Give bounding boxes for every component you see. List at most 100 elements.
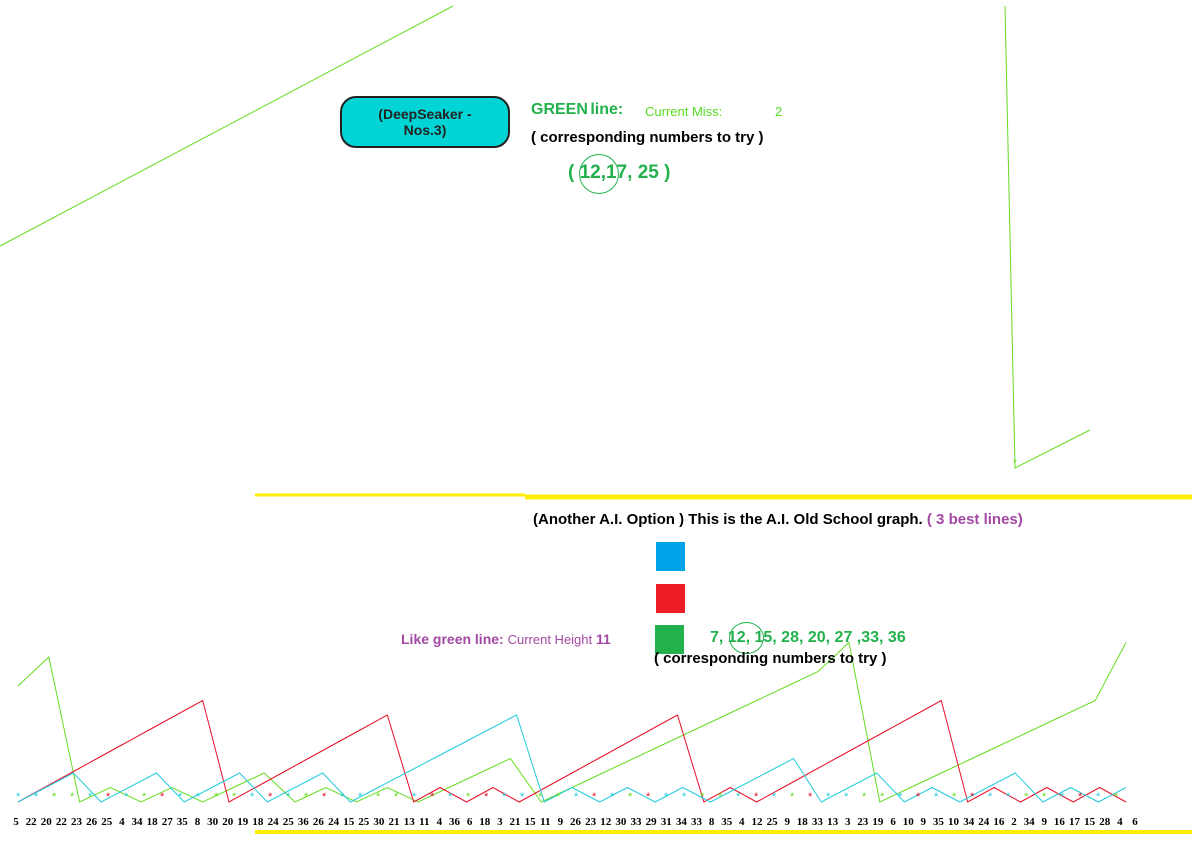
current-height-value: 11: [596, 631, 611, 647]
current-miss-label: Current Miss:: [645, 104, 723, 119]
star-marker: *: [1024, 791, 1029, 803]
x-tick-label: 9: [921, 816, 927, 828]
star-marker: *: [736, 791, 741, 803]
x-tick-label: 26: [313, 816, 325, 828]
close-paren: ): [664, 162, 671, 183]
deepseaker-label-button[interactable]: (DeepSeaker - Nos.3): [340, 96, 510, 148]
x-tick-label: 3: [497, 816, 503, 828]
star-marker: *: [610, 791, 615, 803]
star-marker: *: [898, 791, 903, 803]
star-marker: *: [142, 791, 147, 803]
legend-red-swatch: [656, 584, 685, 613]
top-green-series-drop: [1004, 5, 1091, 469]
star-marker: *: [826, 791, 831, 803]
x-tick-label: 2: [1011, 816, 1017, 828]
star-marker: *: [592, 791, 597, 803]
star-marker: *: [538, 791, 543, 803]
star-marker: *: [574, 791, 579, 803]
star-marker: *: [124, 791, 129, 803]
x-tick-label: 4: [1117, 816, 1123, 828]
top-circled-number-highlight: [579, 154, 619, 194]
x-tick-label: 16: [1054, 816, 1066, 828]
x-tick-label: 18: [147, 816, 159, 828]
star-marker: *: [1096, 791, 1101, 803]
bottom-heading-best-lines: ( 3 best lines): [926, 511, 1023, 528]
x-tick-label: 4: [739, 816, 745, 828]
x-tick-label: 16: [993, 816, 1005, 828]
like-green-line-label: Like green line:: [401, 631, 504, 647]
green-line-title: GREEN line:: [531, 101, 623, 119]
x-tick-label: 23: [585, 816, 597, 828]
x-tick-label: 8: [195, 816, 201, 828]
x-tick-label: 34: [1024, 816, 1036, 828]
star-marker: *: [880, 791, 885, 803]
open-paren: (: [568, 162, 575, 183]
x-tick-label: 10: [948, 816, 960, 828]
x-tick-label: 25: [283, 816, 295, 828]
star-marker: *: [322, 791, 327, 803]
bottom-green-series-line: [17, 641, 1127, 803]
star-marker: *: [934, 791, 939, 803]
legend-blue-swatch: [656, 542, 685, 571]
star-marker: *: [394, 791, 399, 803]
star-marker: *: [88, 791, 93, 803]
star-marker: *: [502, 791, 507, 803]
star-marker: *: [340, 791, 345, 803]
x-tick-label: 13: [827, 816, 839, 828]
x-tick-label: 25: [358, 816, 370, 828]
x-tick-label: 29: [646, 816, 658, 828]
x-tick-label: 28: [1099, 816, 1111, 828]
star-marker: *: [466, 791, 471, 803]
star-marker: *: [520, 791, 525, 803]
x-tick-label: 8: [709, 816, 715, 828]
x-tick-label: 26: [86, 816, 98, 828]
star-marker: *: [106, 791, 111, 803]
x-tick-label: 24: [268, 816, 280, 828]
green-word: GREEN: [531, 101, 588, 118]
x-tick-label: 12: [752, 816, 764, 828]
x-tick-label: 15: [525, 816, 537, 828]
x-tick-label: 33: [631, 816, 643, 828]
star-marker: *: [1078, 791, 1083, 803]
star-marker: *: [52, 791, 57, 803]
star-marker: *: [358, 791, 363, 803]
x-tick-label: 30: [373, 816, 385, 828]
x-tick-label: 36: [298, 816, 310, 828]
star-marker: *: [430, 791, 435, 803]
x-tick-label: 35: [177, 816, 189, 828]
current-miss-value: 2: [775, 104, 783, 119]
x-tick-label: 18: [252, 816, 264, 828]
star-marker: *: [916, 791, 921, 803]
x-tick-label: 6: [467, 816, 473, 828]
star-marker: *: [196, 791, 201, 803]
star-marker: *: [1006, 791, 1011, 803]
star-marker: *: [952, 791, 957, 803]
star-marker: *: [808, 791, 813, 803]
bottom-circled-number-highlight: [729, 622, 764, 654]
x-tick-label: 24: [328, 816, 340, 828]
star-marker: *: [448, 791, 453, 803]
star-marker: *: [268, 791, 273, 803]
star-marker: *: [862, 791, 867, 803]
x-tick-label: 12: [600, 816, 612, 828]
star-marker: *: [34, 791, 39, 803]
x-tick-label: 22: [26, 816, 38, 828]
x-tick-label: 25: [101, 816, 113, 828]
like-green-line-row: Like green line: Current Height 11: [401, 631, 611, 647]
x-tick-label: 18: [479, 816, 491, 828]
x-tick-label: 6: [890, 816, 896, 828]
star-marker: *: [772, 791, 777, 803]
x-tick-label: 6: [1132, 816, 1138, 828]
x-tick-label: 3: [845, 816, 851, 828]
star-marker: *: [232, 791, 237, 803]
x-tick-label: 17: [1069, 816, 1081, 828]
x-tick-label: 15: [1084, 816, 1096, 828]
star-marker: *: [1042, 791, 1047, 803]
star-marker: *: [556, 791, 561, 803]
x-tick-label: 21: [510, 816, 521, 828]
bottom-heading: (Another A.I. Option ) This is the A.I. …: [533, 511, 1023, 528]
star-marker: *: [988, 791, 993, 803]
star-marker: *: [1114, 791, 1119, 803]
star-marker: *: [628, 791, 633, 803]
